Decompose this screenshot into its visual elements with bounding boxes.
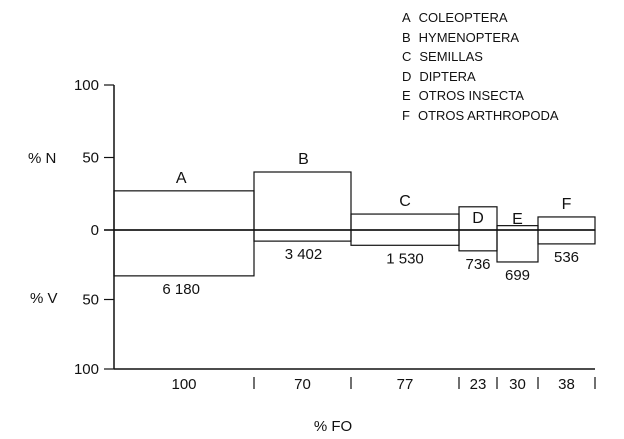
legend-key: E	[402, 88, 411, 103]
y-tick-label-0: 0	[91, 222, 99, 239]
bar-letter-F: F	[562, 196, 572, 213]
y-tick-label-bottom-100: 100	[74, 361, 99, 378]
legend: A COLEOPTERA B HYMENOPTERA C SEMILLAS D DIPTERA…	[402, 8, 559, 125]
x-tick-label-E: 30	[509, 376, 526, 393]
bar-value-label-C: 1 530	[386, 250, 424, 267]
legend-item-A: A COLEOPTERA	[402, 8, 559, 28]
bar-letter-A: A	[176, 170, 187, 187]
bar-v-A	[113, 229, 255, 277]
bar-n-C	[350, 213, 460, 231]
x-tick-label-B: 70	[294, 376, 311, 393]
x-tick-label-A: 100	[171, 376, 196, 393]
bar-value-label-B: 3 402	[285, 246, 323, 263]
legend-key: F	[402, 107, 410, 123]
y-tick-label-top-100: 100	[74, 77, 99, 94]
bar-value-label-D: 736	[465, 256, 490, 273]
bar-n-F	[537, 216, 596, 231]
x-axis-label: % FO	[314, 418, 352, 435]
x-tick-label-D: 23	[470, 376, 487, 393]
legend-label: OTROS ARTHROPODA	[417, 107, 559, 123]
bar-v-B	[253, 229, 352, 242]
bar-letter-E: E	[512, 211, 523, 228]
x-tick-label-C: 77	[397, 376, 414, 393]
legend-item-E: E OTROS INSECTA	[402, 86, 559, 106]
bar-value-label-E: 699	[505, 267, 530, 284]
legend-label: OTROS INSECTA	[418, 88, 524, 103]
y-axis-label-bottom: % V	[30, 290, 58, 307]
y-tick-label-top-50: 50	[82, 150, 99, 167]
legend-label: DIPTERA	[419, 68, 476, 84]
bar-v-F	[537, 229, 596, 245]
bar-letter-D: D	[472, 210, 484, 227]
bar-letter-B: B	[298, 151, 309, 168]
bar-v-D	[458, 229, 498, 252]
bar-n-A	[113, 190, 255, 231]
legend-label: COLEOPTERA	[418, 10, 508, 25]
legend-label: SEMILLAS	[419, 49, 483, 64]
x-tick-label-F: 38	[558, 376, 575, 393]
legend-key: B	[402, 29, 411, 45]
legend-item-D: D DIPTERA	[402, 67, 559, 87]
bar-value-label-F: 536	[554, 249, 579, 266]
legend-item-B: B HYMENOPTERA	[402, 28, 559, 48]
y-tick-label-bottom-50: 50	[82, 292, 99, 309]
bar-value-label-A: 6 180	[162, 281, 200, 298]
legend-label: HYMENOPTERA	[418, 29, 520, 45]
y-axis-label-top: % N	[28, 150, 56, 167]
legend-item-F: F OTROS ARTHROPODA	[402, 106, 559, 126]
legend-key: C	[402, 49, 412, 64]
bar-letter-C: C	[399, 193, 411, 210]
legend-item-C: C SEMILLAS	[402, 47, 559, 67]
bar-v-E	[496, 229, 539, 263]
legend-key: D	[402, 68, 412, 84]
legend-key: A	[402, 10, 411, 25]
bar-n-B	[253, 171, 352, 231]
bar-v-C	[350, 229, 460, 246]
